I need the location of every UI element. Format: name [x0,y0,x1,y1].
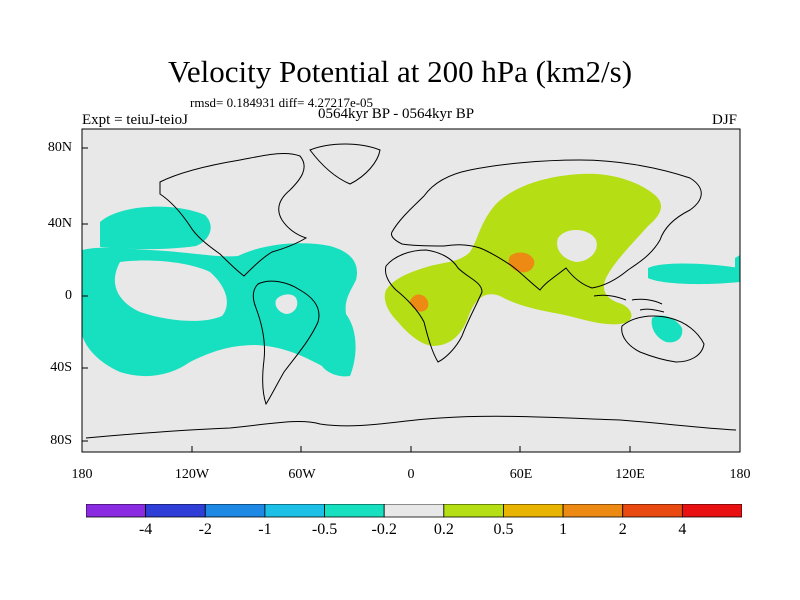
neg-region-australia [651,315,683,343]
colorbar-box [681,504,742,518]
coastline-eurasia [391,159,702,291]
colorbar-box [86,504,147,518]
plot-title: Velocity Potential at 200 hPa (km2/s) [167,54,633,89]
lat-label: 40N [47,216,72,231]
stats-label: rmsd= 0.184931 diff= 4.27217e-05 [190,95,374,110]
colorbar-box [145,504,206,518]
colorbar-label: 2 [618,521,627,538]
lon-label: 120E [615,467,645,482]
experiment-label: Expt = teiuJ-teioJ [82,112,188,128]
pos2-region-arabia [508,252,535,273]
lon-label: 180 [729,467,751,482]
axis-ticks [81,147,741,452]
lat-label: 40S [50,360,72,375]
colorbar-label: -0.5 [311,521,338,538]
neg-region-west-pacific [648,263,740,285]
lat-label: 0 [65,288,72,303]
pos-hole-central-asia [557,229,597,262]
colorbar-box [622,504,683,518]
coastline-africa [385,249,483,363]
coastlines [85,143,737,439]
colorbar-label: 1 [559,521,568,538]
lon-label: 60E [509,467,533,482]
colorbar [86,504,742,518]
coastline-greenland [309,143,381,185]
coastline-australia [621,315,705,363]
lon-label: 180 [71,467,93,482]
coastline-antarctica [85,415,737,439]
colorbar-label: -1 [258,521,272,538]
colorbar-box [562,504,624,518]
colorbar-box [264,504,325,518]
lon-label: 120W [174,467,210,482]
lat-label: 80S [50,433,72,448]
lat-label: 80N [47,140,72,155]
lon-label: 0 [407,467,415,482]
neg-region-north-pacific [100,206,211,250]
colorbar-label: 0.2 [433,521,454,538]
colorbar-box [443,504,504,518]
colorbar-label: -4 [138,521,153,538]
colorbar-label: -0.2 [371,521,397,538]
colorbar-box [324,504,385,518]
colorbar-box [503,504,564,518]
period-label: 0564kyr BP - 0564kyr BP [318,106,475,122]
colorbar-label: 4 [678,521,687,538]
colorbar-label: -2 [198,521,212,538]
coastline-north-america [159,153,308,277]
coastline-indonesia [593,294,665,313]
neg-hole-eastern-pacific [114,260,227,321]
lon-label: 60W [288,467,316,482]
colorbar-label: 0.5 [493,521,514,538]
season-label: DJF [712,112,738,128]
colorbar-box [383,504,445,518]
neg-hole-amazon [275,294,298,314]
colorbar-box [204,504,266,518]
coastline-south-america [252,280,320,406]
neg-region-east-edge [735,255,740,278]
